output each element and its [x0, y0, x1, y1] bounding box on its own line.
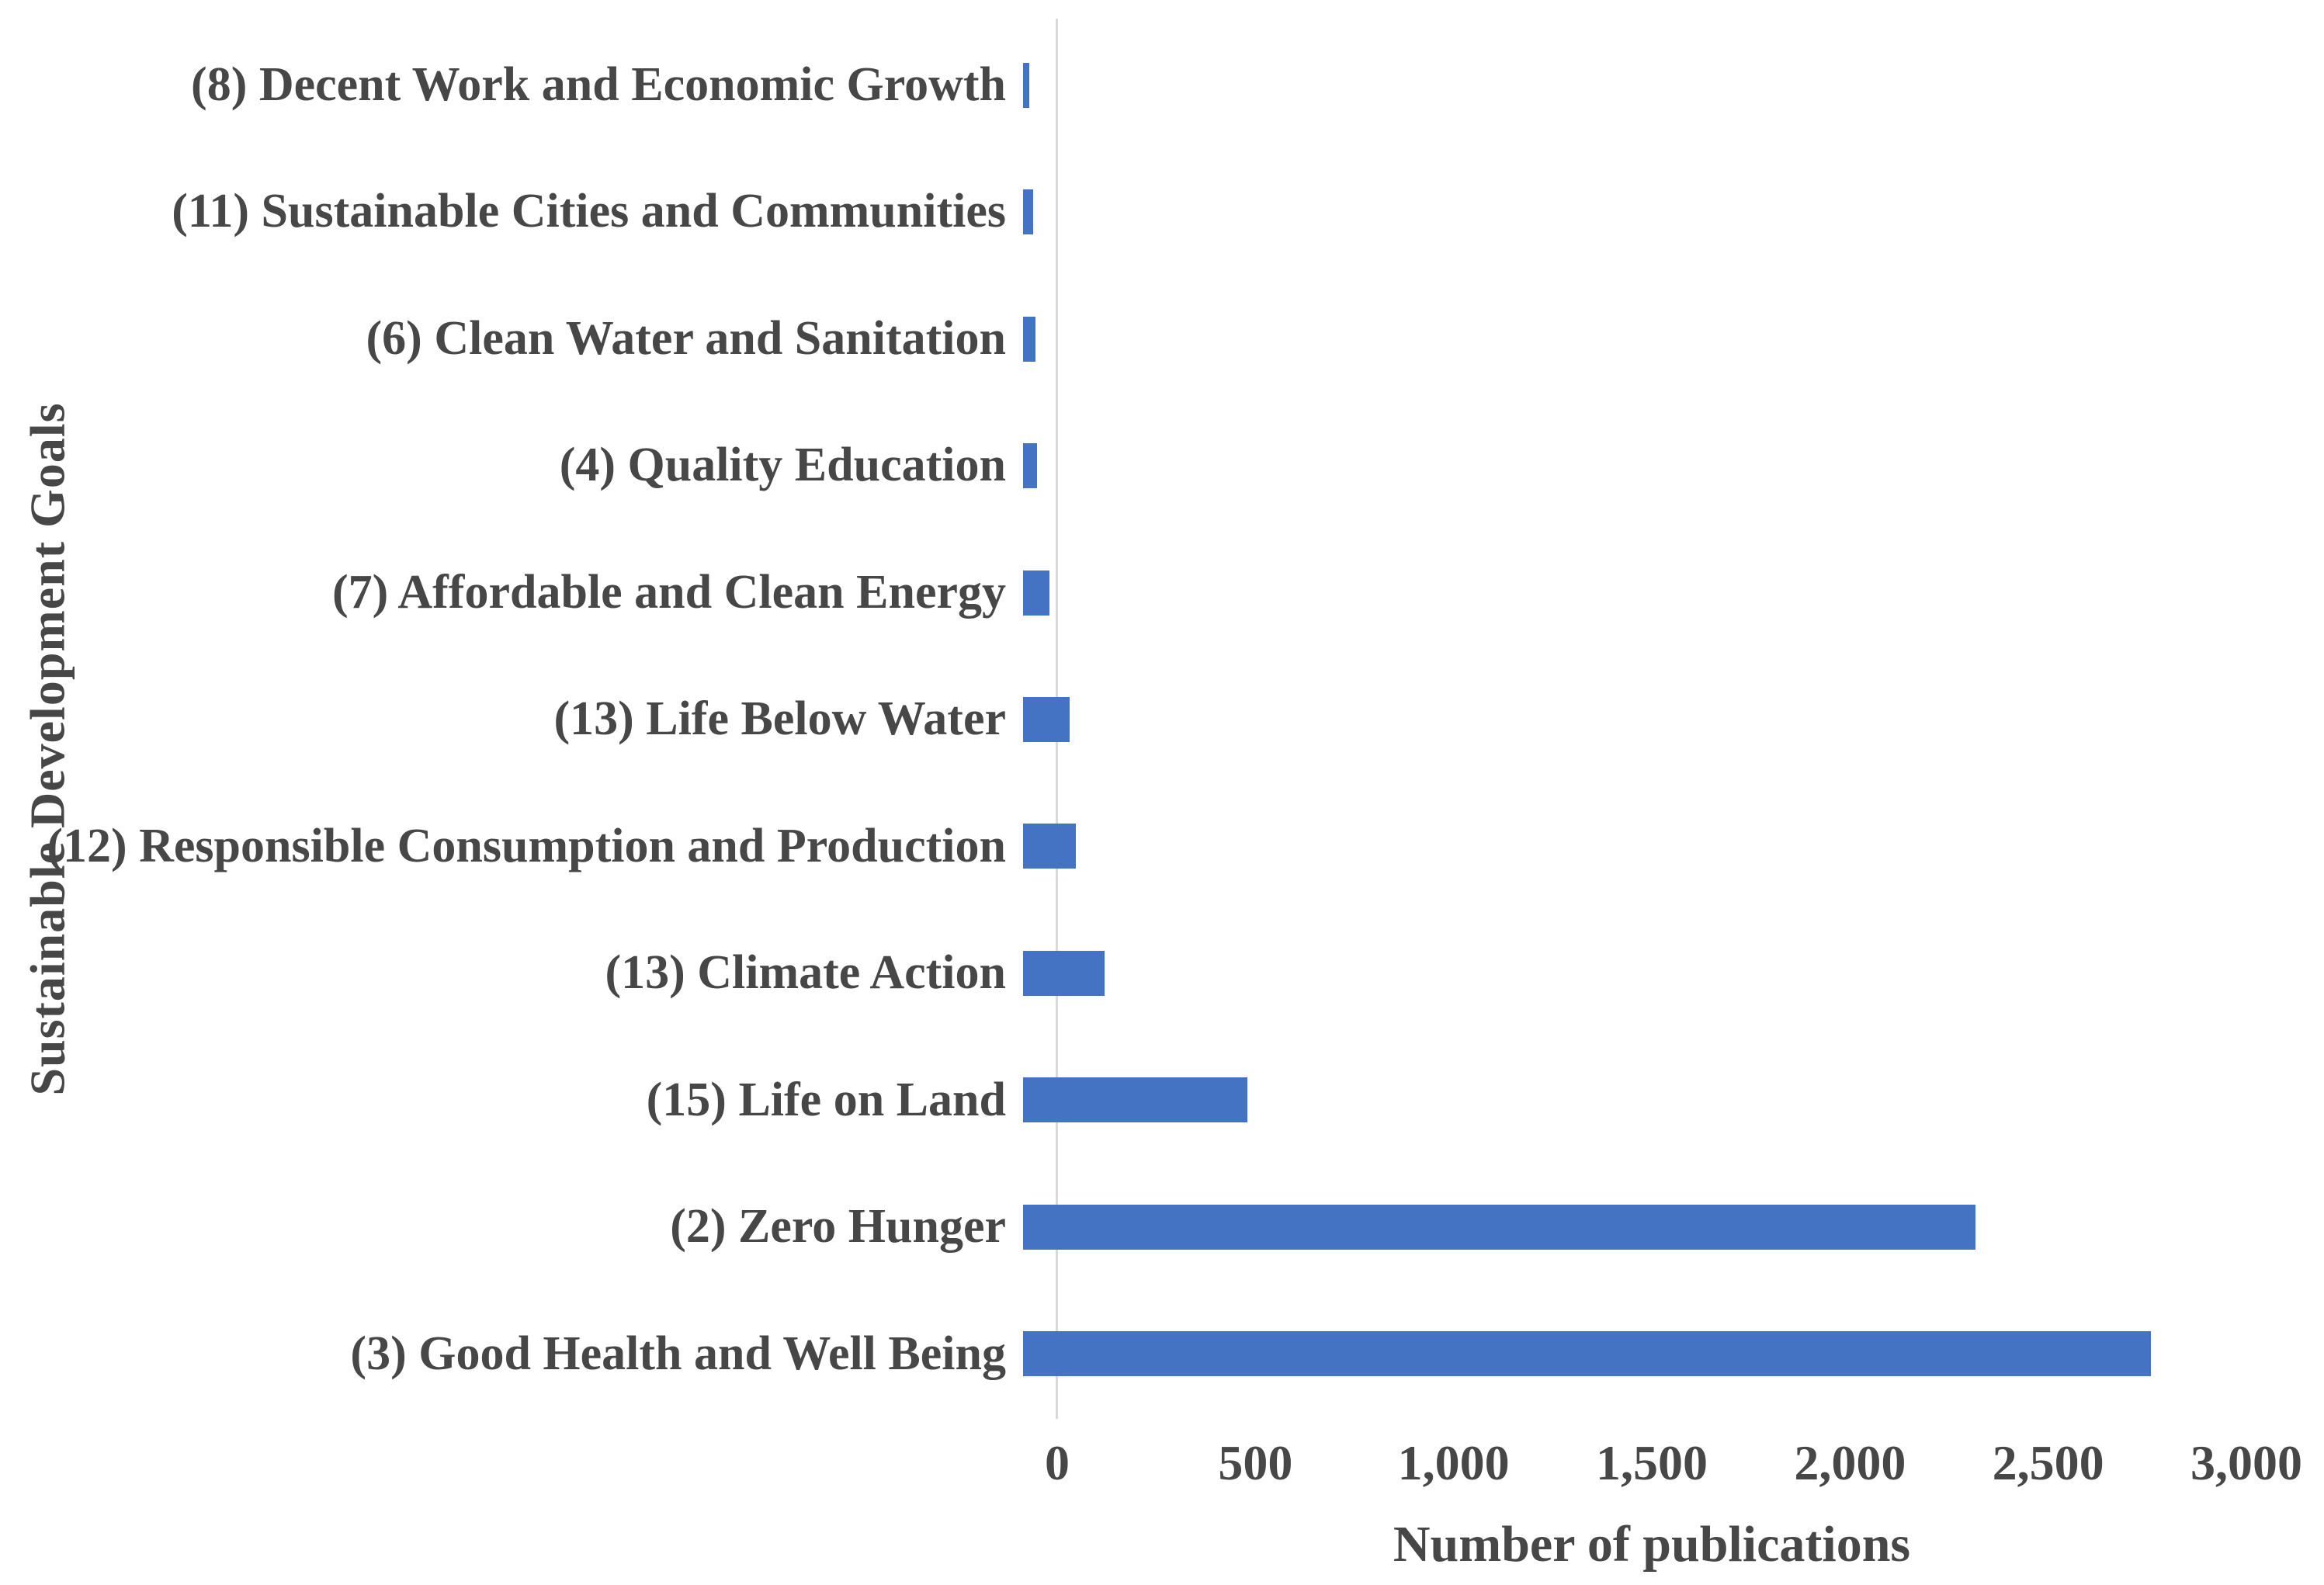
bar-track	[1023, 1331, 2246, 1377]
category-label: (13) Life Below Water	[553, 692, 1006, 746]
category-label: (3) Good Health and Well Being	[350, 1327, 1006, 1380]
x-axis-tick-label: 0	[1045, 1435, 1070, 1490]
bar	[1023, 824, 1077, 869]
bar-track	[1023, 696, 2246, 742]
x-axis-title: Number of publications	[1393, 1516, 1911, 1573]
category-label: (6) Clean Water and Sanitation	[366, 311, 1006, 365]
bar	[1023, 1204, 1975, 1250]
bar-track	[1023, 824, 2246, 869]
bar	[1023, 1077, 1247, 1123]
category-label: (4) Quality Education	[559, 439, 1006, 492]
chart-row: (6) Clean Water and Sanitation	[0, 276, 2246, 402]
x-axis-tick-label: 1,500	[1596, 1435, 1708, 1490]
category-label: (15) Life on Land	[646, 1073, 1006, 1126]
bar-track	[1023, 1077, 2246, 1123]
category-label: (8) Decent Work and Economic Growth	[191, 58, 1006, 111]
bar	[1023, 1331, 2151, 1377]
x-axis-tick-label: 2,000	[1794, 1435, 1906, 1490]
chart-row: (8) Decent Work and Economic Growth	[0, 22, 2246, 148]
bar-track	[1023, 62, 2246, 108]
chart-row: (7) Affordable and Clean Energy	[0, 529, 2246, 656]
x-axis-tick-label: 500	[1218, 1435, 1293, 1490]
bar	[1023, 950, 1105, 996]
x-axis-tick-label: 2,500	[1992, 1435, 2104, 1490]
chart-row: (13) Climate Action	[0, 910, 2246, 1036]
bar-track	[1023, 570, 2246, 616]
bar	[1023, 62, 1029, 108]
bar	[1023, 696, 1070, 742]
bar-track	[1023, 1204, 2246, 1250]
x-axis-ticks: 0 500 1,000 1,500 2,000 2,500 3,000	[1045, 1434, 2302, 1500]
bar	[1023, 316, 1035, 362]
category-label: (2) Zero Hunger	[670, 1200, 1006, 1254]
x-axis-tick-label: 1,000	[1397, 1435, 1510, 1490]
bar-track	[1023, 189, 2246, 235]
category-label: (7) Affordable and Clean Energy	[332, 565, 1006, 619]
bar-track	[1023, 950, 2246, 996]
bar	[1023, 570, 1050, 616]
bar	[1023, 189, 1034, 235]
bar-track	[1023, 316, 2246, 362]
bar	[1023, 443, 1038, 489]
chart-row: (11) Sustainable Cities and Communities	[0, 148, 2246, 275]
plot-area: (8) Decent Work and Economic Growth (11) …	[0, 22, 2246, 1417]
category-label: (13) Climate Action	[605, 946, 1006, 1000]
chart-row: (2) Zero Hunger	[0, 1164, 2246, 1290]
category-label: (11) Sustainable Cities and Communities	[172, 185, 1006, 238]
chart-row: (12) Responsible Consumption and Product…	[0, 783, 2246, 910]
chart-row: (15) Life on Land	[0, 1037, 2246, 1164]
bar-track	[1023, 443, 2246, 489]
x-axis-tick-label: 3,000	[2190, 1435, 2302, 1490]
chart-row: (13) Life Below Water	[0, 656, 2246, 782]
chart-row: (4) Quality Education	[0, 402, 2246, 529]
category-label: (12) Responsible Consumption and Product…	[47, 819, 1006, 872]
chart-row: (3) Good Health and Well Being	[0, 1291, 2246, 1417]
